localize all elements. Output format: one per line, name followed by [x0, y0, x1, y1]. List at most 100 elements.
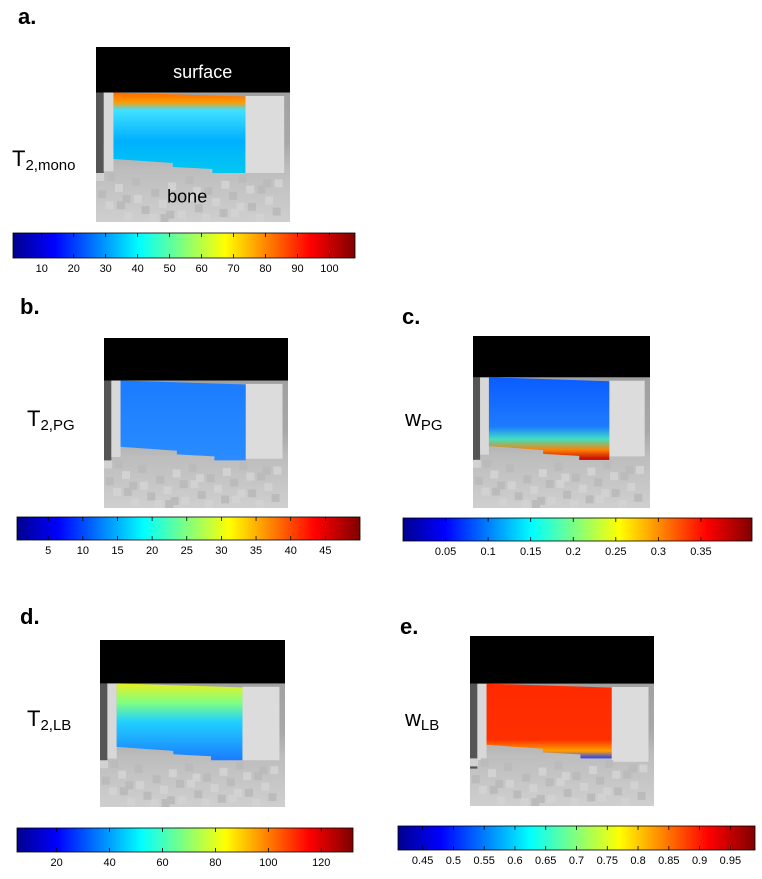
texture	[179, 480, 188, 489]
texture	[547, 496, 556, 505]
texture	[572, 772, 581, 781]
mri-image	[473, 336, 650, 508]
texture	[244, 788, 253, 797]
parameter-sub: PG	[421, 417, 443, 434]
parameter-main: w	[404, 706, 421, 731]
parameter-label: T2,PG	[27, 406, 75, 434]
texture	[170, 496, 179, 505]
colorbar-tick-label: 0.55	[473, 855, 494, 867]
mri-image	[470, 636, 654, 806]
texture	[563, 490, 572, 499]
texture	[246, 472, 255, 481]
texture	[167, 796, 176, 805]
panel: e. wLB 0.45 0.5 0.55 0.6 0.65 0.7 0.75 0.8 0.85 0.9…	[397, 614, 756, 867]
texture	[238, 174, 247, 183]
texture	[609, 472, 618, 481]
texture	[497, 796, 506, 805]
surface-band	[470, 636, 654, 684]
parameter-main: T	[27, 406, 40, 431]
panel-label: b.	[20, 294, 40, 319]
texture	[561, 473, 570, 482]
texture	[570, 798, 579, 806]
texture	[627, 482, 636, 491]
texture	[231, 495, 240, 504]
texture	[185, 763, 194, 772]
texture	[134, 194, 142, 203]
texture	[204, 187, 213, 196]
texture	[210, 784, 219, 793]
texture	[489, 785, 498, 794]
texture	[614, 787, 623, 796]
texture	[192, 773, 201, 782]
texture	[531, 798, 540, 806]
texture	[520, 798, 529, 806]
texture	[186, 779, 195, 788]
texture	[228, 794, 237, 803]
panel-label: e.	[400, 614, 418, 639]
colorbar-tick-label: 0.6	[507, 855, 522, 867]
surface-label: surface	[173, 62, 232, 82]
texture	[255, 213, 264, 222]
texture	[110, 760, 119, 769]
texture	[211, 198, 220, 207]
texture	[230, 209, 239, 218]
texture	[222, 468, 231, 477]
colorbar-tick-label: 40	[285, 545, 297, 557]
colorbar-tick-label: 0.7	[569, 855, 584, 867]
texture	[124, 212, 133, 221]
texture	[246, 185, 255, 194]
texture	[239, 461, 248, 470]
colorbar-tick-label: 30	[215, 545, 227, 557]
colorbar-tick-label: 35	[250, 545, 262, 557]
texture	[151, 188, 160, 197]
texture	[129, 481, 138, 490]
texture	[202, 214, 211, 222]
texture	[481, 487, 490, 496]
texture	[530, 486, 539, 495]
texture	[471, 775, 480, 784]
texture	[563, 788, 572, 797]
colorbar-tick-label: 0.15	[520, 546, 541, 558]
texture	[187, 193, 196, 202]
colorbar-tick-label: 100	[259, 857, 277, 869]
texture	[257, 472, 266, 481]
colorbar-tick-label: 60	[156, 857, 168, 869]
texture	[596, 495, 605, 504]
texture	[618, 499, 627, 508]
colorbar-tick-label: 0.45	[412, 855, 433, 867]
texture	[263, 179, 272, 188]
texture	[603, 461, 612, 470]
texture	[109, 787, 118, 796]
texture	[188, 463, 197, 472]
texture	[229, 191, 237, 200]
texture	[514, 492, 523, 501]
colorbar	[16, 516, 361, 541]
colorbar-tick-label: 40	[132, 263, 144, 275]
texture	[488, 769, 497, 778]
texture	[156, 475, 165, 484]
texture	[119, 787, 128, 796]
parameter-sub: LB	[421, 717, 439, 734]
texture	[204, 500, 213, 508]
texture	[261, 782, 270, 791]
texture	[531, 500, 540, 508]
colorbar-tick-label: 0.35	[690, 546, 711, 558]
map-region	[113, 92, 246, 173]
left-strip-light	[480, 377, 489, 455]
texture	[107, 173, 116, 181]
texture	[206, 474, 215, 483]
texture	[499, 498, 508, 507]
texture	[138, 464, 147, 473]
texture	[192, 187, 201, 196]
texture	[248, 489, 257, 498]
texture	[265, 196, 274, 205]
texture	[585, 495, 594, 504]
colorbar-tick-label: 25	[181, 545, 193, 557]
texture	[554, 761, 563, 770]
texture	[127, 797, 136, 806]
texture	[158, 199, 167, 208]
texture	[230, 478, 239, 487]
left-strip	[104, 380, 112, 466]
texture	[147, 492, 156, 501]
texture	[152, 775, 161, 784]
